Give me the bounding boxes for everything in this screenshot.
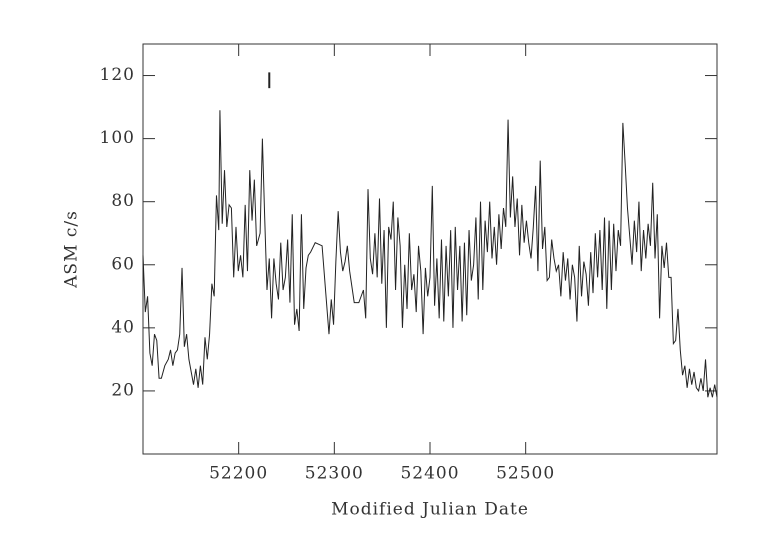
data-line: [142, 110, 718, 398]
y-tick-label: 80: [111, 191, 135, 211]
y-tick-label: 20: [111, 380, 135, 400]
y-tick-label: 60: [111, 254, 135, 274]
y-tick-label: 100: [100, 128, 135, 148]
x-tick-label: 52500: [496, 464, 555, 484]
y-axis-label: ASM c/s: [62, 210, 82, 289]
x-axis-label: Modified Julian Date: [331, 500, 529, 520]
x-tick-label: 52200: [209, 464, 268, 484]
x-tick-label: 52300: [305, 464, 364, 484]
y-tick-label: 120: [100, 65, 135, 85]
y-tick-label: 40: [111, 317, 135, 337]
x-tick-label: 52400: [400, 464, 459, 484]
